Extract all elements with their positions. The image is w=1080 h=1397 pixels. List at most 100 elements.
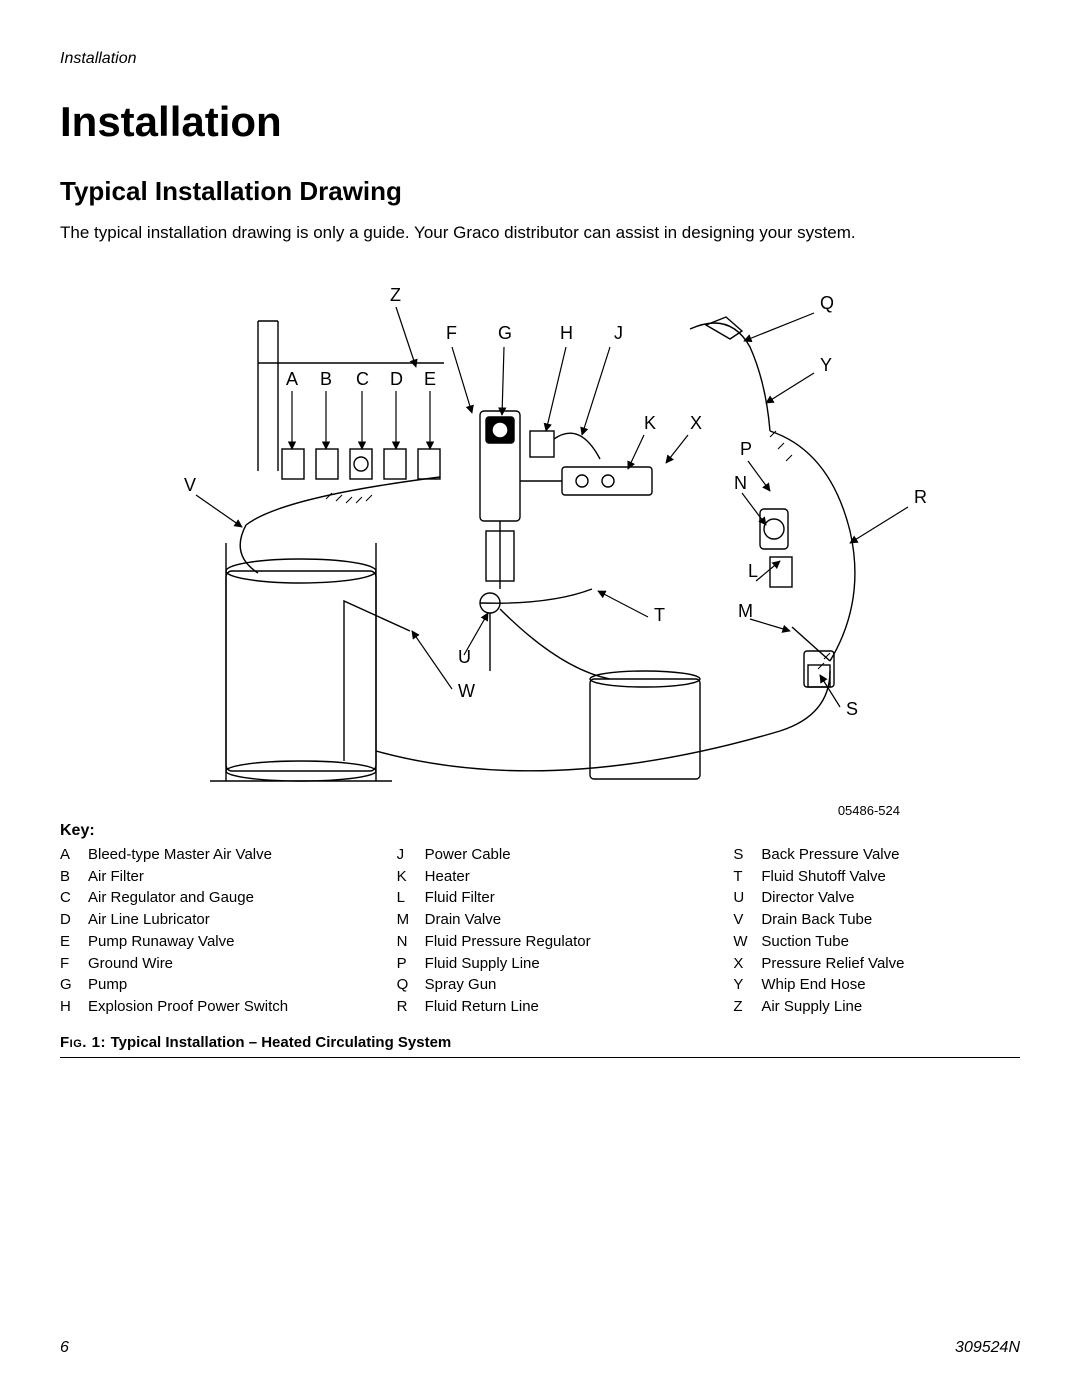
key-label: Pressure Relief Valve bbox=[761, 953, 904, 975]
key-row: SBack Pressure Valve bbox=[733, 844, 1020, 866]
page: Installation Installation Typical Instal… bbox=[0, 0, 1080, 1397]
key-label: Air Regulator and Gauge bbox=[88, 887, 254, 909]
callout-arrow bbox=[750, 619, 790, 631]
figure-caption: Fig. 1: Typical Installation – Heated Ci… bbox=[60, 1034, 1020, 1058]
key-row: BAir Filter bbox=[60, 866, 347, 888]
key-letter: M bbox=[397, 909, 425, 931]
page-footer: 6 309524N bbox=[60, 1339, 1020, 1357]
callout-letter: T bbox=[654, 605, 665, 625]
callout-letter: V bbox=[184, 475, 196, 495]
key-letter: H bbox=[60, 996, 88, 1018]
key-column: JPower CableKHeaterLFluid FilterMDrain V… bbox=[397, 844, 684, 1018]
callout-letter: U bbox=[458, 647, 471, 667]
key-row: LFluid Filter bbox=[397, 887, 684, 909]
key-label: Fluid Filter bbox=[425, 887, 495, 909]
callout-letter: D bbox=[390, 369, 403, 389]
key-row: CAir Regulator and Gauge bbox=[60, 887, 347, 909]
key-letter: Q bbox=[397, 974, 425, 996]
key-label: Fluid Shutoff Valve bbox=[761, 866, 886, 888]
callout-arrow bbox=[666, 435, 688, 463]
callout-letter: K bbox=[644, 413, 656, 433]
key-label: Pump Runaway Valve bbox=[88, 931, 234, 953]
key-label: Ground Wire bbox=[88, 953, 173, 975]
figure-caption-title: Typical Installation – Heated Circulatin… bbox=[111, 1034, 452, 1051]
key-label: Air Filter bbox=[88, 866, 144, 888]
key-column: SBack Pressure ValveTFluid Shutoff Valve… bbox=[733, 844, 1020, 1018]
running-head: Installation bbox=[60, 50, 1020, 68]
key-label: Fluid Supply Line bbox=[425, 953, 540, 975]
callout-arrow bbox=[748, 461, 770, 491]
callout-letter: Z bbox=[390, 285, 401, 305]
key-letter: Z bbox=[733, 996, 761, 1018]
key-letter: C bbox=[60, 887, 88, 909]
key-row: FGround Wire bbox=[60, 953, 347, 975]
key-letter: S bbox=[733, 844, 761, 866]
key-column: ABleed-type Master Air ValveBAir FilterC… bbox=[60, 844, 347, 1018]
callout-letter: Y bbox=[820, 355, 832, 375]
callout-arrow bbox=[546, 347, 566, 431]
callout-letter: Q bbox=[820, 293, 834, 313]
key-row: WSuction Tube bbox=[733, 931, 1020, 953]
key-row: KHeater bbox=[397, 866, 684, 888]
callout-arrow bbox=[850, 507, 908, 543]
key-label: Bleed-type Master Air Valve bbox=[88, 844, 272, 866]
key-row: XPressure Relief Valve bbox=[733, 953, 1020, 975]
key-row: YWhip End Hose bbox=[733, 974, 1020, 996]
callout-letter: F bbox=[446, 323, 457, 343]
key-letter: T bbox=[733, 866, 761, 888]
key-label: Drain Valve bbox=[425, 909, 501, 931]
key-label: Heater bbox=[425, 866, 470, 888]
key-label: Drain Back Tube bbox=[761, 909, 872, 931]
key-row: ABleed-type Master Air Valve bbox=[60, 844, 347, 866]
callout-letter: W bbox=[458, 681, 475, 701]
key-row: HExplosion Proof Power Switch bbox=[60, 996, 347, 1018]
key-letter: D bbox=[60, 909, 88, 931]
callout-letter: C bbox=[356, 369, 369, 389]
callout-letter: G bbox=[498, 323, 512, 343]
key-row: UDirector Valve bbox=[733, 887, 1020, 909]
callout-arrow bbox=[396, 307, 416, 367]
key-letter: N bbox=[397, 931, 425, 953]
key-label: Fluid Pressure Regulator bbox=[425, 931, 591, 953]
key-row: MDrain Valve bbox=[397, 909, 684, 931]
doc-number: 309524N bbox=[955, 1339, 1020, 1357]
key-letter: E bbox=[60, 931, 88, 953]
callout-letter: E bbox=[424, 369, 436, 389]
key-label: Explosion Proof Power Switch bbox=[88, 996, 288, 1018]
key-row: GPump bbox=[60, 974, 347, 996]
key-row: ZAir Supply Line bbox=[733, 996, 1020, 1018]
key-row: JPower Cable bbox=[397, 844, 684, 866]
callout-arrow bbox=[196, 495, 242, 527]
key-label: Air Line Lubricator bbox=[88, 909, 210, 931]
key-row: DAir Line Lubricator bbox=[60, 909, 347, 931]
key-row: PFluid Supply Line bbox=[397, 953, 684, 975]
callout-letter: R bbox=[914, 487, 927, 507]
page-title: Installation bbox=[60, 98, 1020, 146]
callout-letter: B bbox=[320, 369, 332, 389]
key-letter: V bbox=[733, 909, 761, 931]
callout-arrow bbox=[452, 347, 472, 413]
key-letter: U bbox=[733, 887, 761, 909]
callout-letter: L bbox=[748, 561, 758, 581]
key-row: VDrain Back Tube bbox=[733, 909, 1020, 931]
key-letter: A bbox=[60, 844, 88, 866]
key-letter: G bbox=[60, 974, 88, 996]
figure-container: ZFGHJABCDEQYKXPNRVLMTUWS bbox=[60, 271, 1020, 801]
section-subtitle: Typical Installation Drawing bbox=[60, 176, 1020, 207]
key-label: Suction Tube bbox=[761, 931, 849, 953]
callout-arrow bbox=[756, 561, 780, 581]
key-letter: J bbox=[397, 844, 425, 866]
callout-letter: J bbox=[614, 323, 623, 343]
key-letter: K bbox=[397, 866, 425, 888]
key-heading: Key: bbox=[60, 822, 1020, 840]
page-number: 6 bbox=[60, 1339, 69, 1357]
key-label: Power Cable bbox=[425, 844, 511, 866]
key-label: Fluid Return Line bbox=[425, 996, 539, 1018]
key-row: NFluid Pressure Regulator bbox=[397, 931, 684, 953]
key-label: Director Valve bbox=[761, 887, 854, 909]
intro-paragraph: The typical installation drawing is only… bbox=[60, 221, 1020, 245]
callout-letter: X bbox=[690, 413, 702, 433]
key-label: Pump bbox=[88, 974, 127, 996]
callout-arrow bbox=[766, 373, 814, 403]
key-label: Air Supply Line bbox=[761, 996, 862, 1018]
